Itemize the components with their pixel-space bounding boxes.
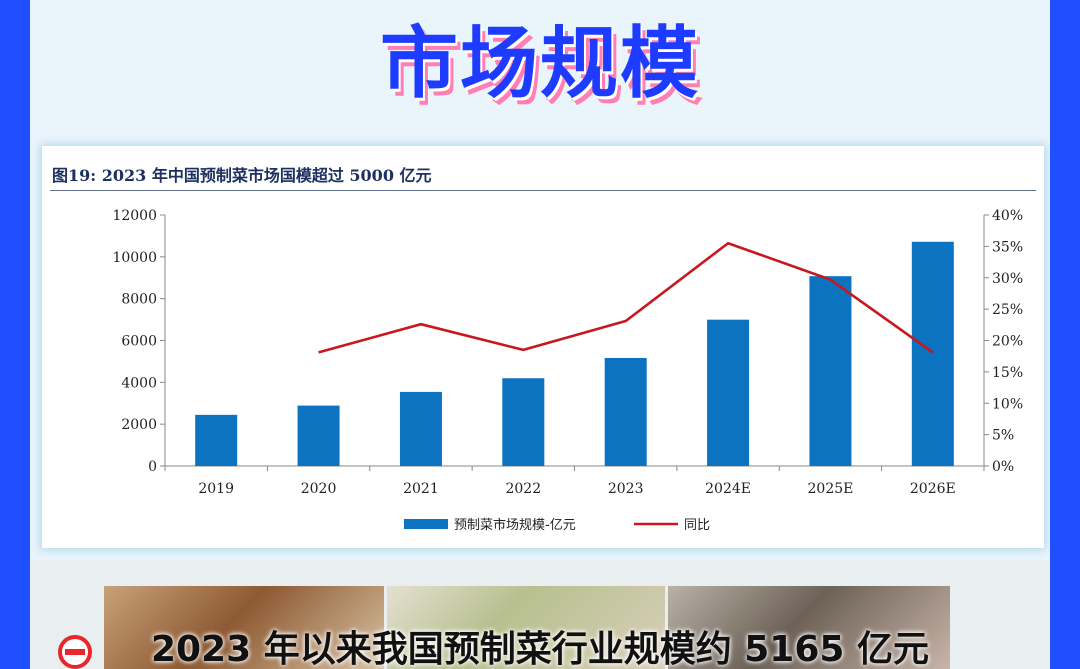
bar — [707, 319, 750, 466]
bottom-caption: 2023 年以来我国预制菜行业规模约 5165 亿元 — [151, 629, 929, 669]
bar — [195, 414, 238, 466]
page: 市场规模 图19: 2023 年中国预制菜市场国模超过 5000 亿元 0 200… — [30, 0, 1050, 669]
chart-title: 图19: 2023 年中国预制菜市场国模超过 5000 亿元 — [52, 166, 432, 185]
y-right-tick-label: 15% — [992, 365, 1023, 381]
x-tick-label: 2023 — [608, 481, 644, 497]
growth-line — [318, 241, 934, 354]
y-right-tick-label: 30% — [992, 271, 1023, 287]
legend: 预制菜市场规模-亿元 同比 — [404, 517, 710, 533]
bar — [502, 378, 545, 466]
legend-swatch-bar — [404, 519, 448, 529]
bar — [297, 405, 340, 466]
legend-label: 预制菜市场规模-亿元 — [454, 517, 576, 533]
y-left-tick-label: 2000 — [121, 417, 157, 433]
banner-title: 市场规模 — [379, 19, 700, 109]
bar — [399, 391, 442, 466]
bar — [809, 276, 852, 466]
food-photo — [668, 586, 950, 669]
food-photo — [104, 586, 384, 669]
y-left-tick-label: 0 — [148, 459, 157, 475]
y-right-tick-label: 40% — [992, 208, 1023, 224]
y-right-tick-label: 0% — [992, 459, 1014, 475]
axes — [160, 214, 989, 471]
chart: 0 2000 4000 6000 8000 10000 12000 0% 5% 10% 15% 20%… — [112, 208, 1023, 533]
y-left-tick-label: 12000 — [112, 208, 157, 224]
bar — [604, 357, 647, 466]
bar — [911, 241, 954, 466]
food-photo — [387, 586, 665, 669]
x-tick-label: 2021 — [403, 481, 439, 497]
x-tick-label: 2019 — [198, 481, 234, 497]
x-tick-label: 2022 — [505, 481, 541, 497]
y-right-tick-label: 10% — [992, 396, 1023, 412]
photo-strip — [30, 560, 1050, 669]
title-divider — [50, 190, 1036, 191]
x-tick-label: 2025E — [808, 481, 854, 497]
y-right-tick-label: 25% — [992, 302, 1023, 318]
y-right-tick-label: 20% — [992, 334, 1023, 350]
bars — [195, 241, 954, 466]
x-tick-label: 2020 — [301, 481, 337, 497]
y-left-tick-label: 6000 — [121, 334, 157, 350]
x-tick-label: 2026E — [910, 481, 956, 497]
y-left-tick-label: 4000 — [121, 375, 157, 391]
tick-labels: 0 2000 4000 6000 8000 10000 12000 0% 5% 10% 15% 20%… — [112, 208, 1023, 497]
y-left-tick-label: 10000 — [112, 250, 157, 266]
y-right-tick-label: 5% — [992, 428, 1014, 444]
y-left-tick-label: 8000 — [121, 292, 157, 308]
chart-card: 图19: 2023 年中国预制菜市场国模超过 5000 亿元 0 2000 4000… — [42, 146, 1044, 548]
growth-line-group — [318, 241, 934, 354]
legend-label: 同比 — [684, 518, 710, 533]
x-tick-label: 2024E — [705, 481, 751, 497]
y-right-tick-label: 35% — [992, 239, 1023, 255]
no-entry-icon — [58, 635, 92, 669]
